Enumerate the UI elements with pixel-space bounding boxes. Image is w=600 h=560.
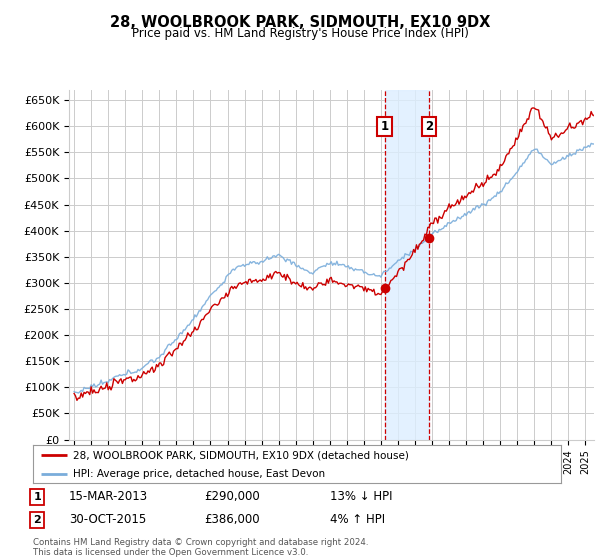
Text: Price paid vs. HM Land Registry's House Price Index (HPI): Price paid vs. HM Land Registry's House …	[131, 27, 469, 40]
Text: £290,000: £290,000	[204, 490, 260, 503]
Text: 4% ↑ HPI: 4% ↑ HPI	[330, 513, 385, 526]
Text: HPI: Average price, detached house, East Devon: HPI: Average price, detached house, East…	[73, 469, 325, 479]
Text: 2: 2	[34, 515, 41, 525]
Bar	[385, 90, 429, 440]
Text: 2: 2	[425, 120, 433, 133]
Text: 28, WOOLBROOK PARK, SIDMOUTH, EX10 9DX (detached house): 28, WOOLBROOK PARK, SIDMOUTH, EX10 9DX (…	[73, 450, 409, 460]
Text: 13% ↓ HPI: 13% ↓ HPI	[330, 490, 392, 503]
Text: 30-OCT-2015: 30-OCT-2015	[69, 513, 146, 526]
Text: 1: 1	[380, 120, 389, 133]
Text: 28, WOOLBROOK PARK, SIDMOUTH, EX10 9DX: 28, WOOLBROOK PARK, SIDMOUTH, EX10 9DX	[110, 15, 490, 30]
Text: 15-MAR-2013: 15-MAR-2013	[69, 490, 148, 503]
Text: Contains HM Land Registry data © Crown copyright and database right 2024.
This d: Contains HM Land Registry data © Crown c…	[33, 538, 368, 557]
Text: £386,000: £386,000	[204, 513, 260, 526]
Text: 1: 1	[34, 492, 41, 502]
